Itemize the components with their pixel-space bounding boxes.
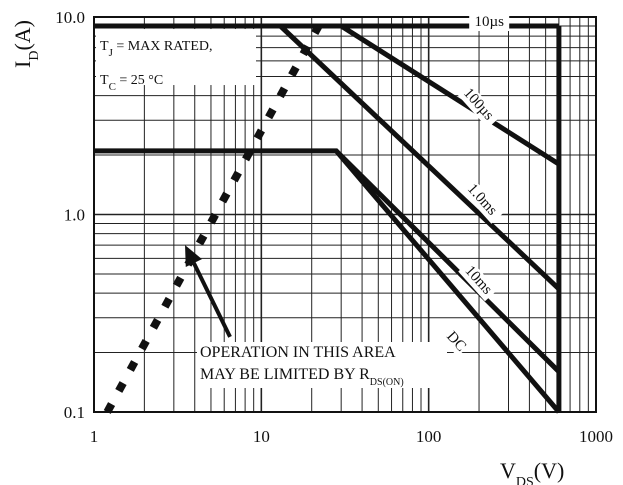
curve-label-background (469, 14, 510, 32)
annotation-arrowhead (185, 245, 202, 268)
x-tick-label: 1000 (579, 427, 613, 446)
x-tick-label: 10 (253, 427, 270, 446)
series-100-s (339, 23, 561, 167)
annotation-line-1: OPERATION IN THIS AREA (200, 344, 396, 361)
y-tick-label: 1.0 (64, 206, 85, 225)
x-tick-labels: 1 10 100 1000 (90, 427, 613, 446)
condition-tj: TJ = MAX RATED, (100, 39, 213, 59)
curves (94, 23, 562, 414)
series-10ms (334, 149, 561, 374)
x-tick-label: 1 (90, 427, 99, 446)
curve-label-background (459, 176, 505, 224)
annotation-arrow (192, 262, 232, 338)
x-tick-label: 100 (416, 427, 442, 446)
curve-label-background (455, 81, 501, 129)
series-dc (94, 148, 561, 414)
curve-label: 10µs (474, 14, 504, 30)
series-1-0ms (278, 24, 561, 291)
x-axis-label: VDS(V) (500, 458, 564, 485)
rds-on-annotation: OPERATION IN THIS AREA MAY BE LIMITED BY… (185, 245, 447, 388)
y-tick-labels: 0.1 1.0 10.0 (55, 8, 85, 422)
plot-frame (93, 16, 597, 413)
annotation-background (197, 342, 447, 388)
curve-label-group: 10µs (469, 14, 510, 32)
curve-label: DC (443, 329, 469, 355)
conditions-box (96, 29, 256, 86)
annotation-line-2: MAY BE LIMITED BY RDS(ON) (200, 366, 404, 388)
curve-label-background (458, 260, 498, 302)
condition-tc: TC = 25 °C (100, 73, 163, 93)
curve-label-background (441, 327, 471, 357)
y-axis-label: ID(A) (10, 20, 42, 68)
y-tick-label: 0.1 (64, 403, 85, 422)
y-tick-label: 10.0 (55, 8, 85, 27)
rds-on-limit-line (103, 24, 323, 414)
